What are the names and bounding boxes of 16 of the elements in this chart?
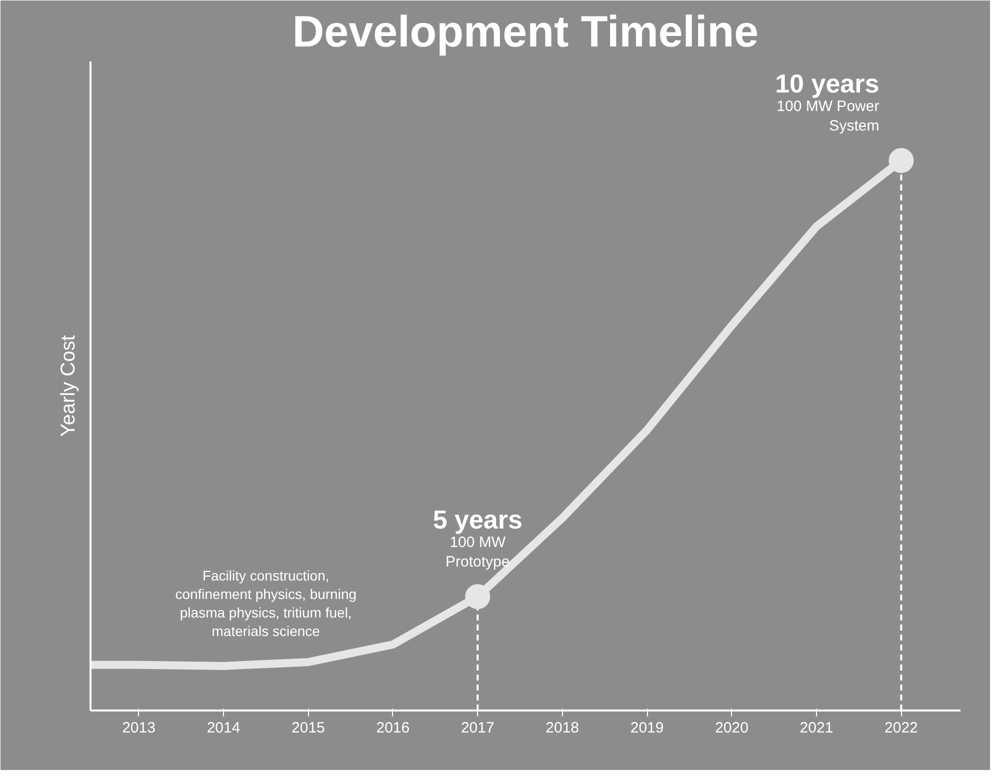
x-tick-label: 2022 <box>884 720 918 736</box>
x-tick-label: 2019 <box>630 720 664 736</box>
annotation: 10 years <box>775 68 880 98</box>
x-tick-label: 2016 <box>376 720 410 736</box>
x-tick-label: 2013 <box>122 720 156 736</box>
x-tick-label: 2020 <box>715 720 748 736</box>
annotation: 5 years <box>432 504 522 535</box>
x-tick-label: 2021 <box>800 720 834 736</box>
x-tick-label: 2014 <box>206 720 240 736</box>
x-tick-label: 2015 <box>292 720 325 736</box>
annotation: 100 MW Power System <box>776 98 880 134</box>
y-axis-title: Yearly Cost <box>58 334 80 437</box>
chart-title: Development Timeline <box>292 8 759 56</box>
x-tick-label: 2017 <box>460 720 494 736</box>
x-tick-label: 2018 <box>546 720 580 736</box>
annotation: Facility construction, confinement physics, burning plasma physics, tritium fuel, materials science <box>175 568 357 639</box>
